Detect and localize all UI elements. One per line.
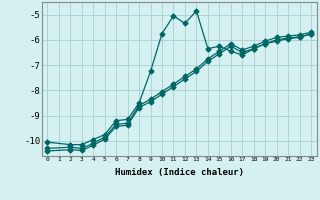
X-axis label: Humidex (Indice chaleur): Humidex (Indice chaleur) <box>115 168 244 177</box>
